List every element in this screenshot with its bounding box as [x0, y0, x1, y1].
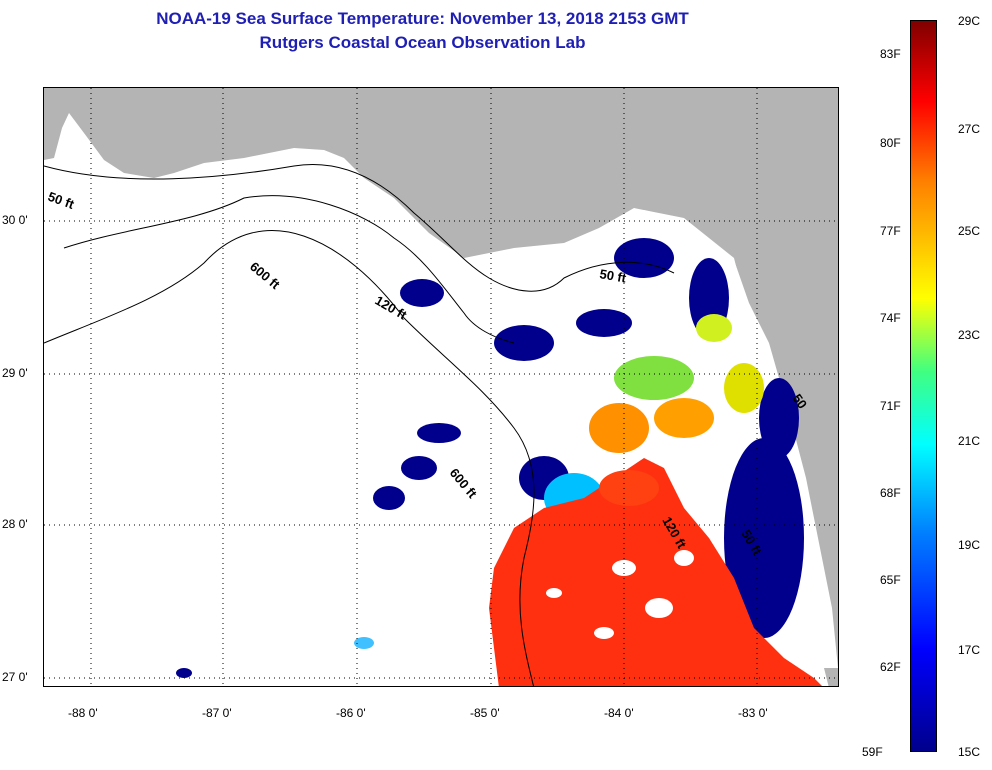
colorbar-c-label: 27C [958, 122, 981, 136]
lat-label: 28 0' [2, 517, 28, 531]
warm-water [489, 458, 822, 686]
colorbar-f-label: 83F [880, 47, 901, 61]
colorbar-c-label: 15C [958, 745, 981, 759]
cloud-gaps [546, 550, 694, 639]
contour-label: 50 ft [598, 266, 628, 286]
colorbar-c-label: 25C [958, 224, 981, 238]
graticule [44, 88, 838, 686]
colorbar-f-label: 80F [880, 136, 901, 150]
contour-label: 600 ft [247, 259, 283, 293]
colorbar-c-label: 23C [958, 328, 981, 342]
contour-label: 50 ft [46, 189, 77, 212]
lon-label: -88 0' [68, 706, 98, 720]
mid-temp-water [354, 314, 764, 649]
colorbar-c-label: 29C [958, 14, 981, 28]
lat-label: 29 0' [2, 366, 28, 380]
colorbar-c-label: 17C [958, 643, 981, 657]
colorbar-f-label: 65F [880, 573, 901, 587]
colorbar-c-label: 21C [958, 434, 981, 448]
colorbar-c-label: 19C [958, 538, 981, 552]
colorbar-f-label: 74F [880, 311, 901, 325]
map-title: NOAA-19 Sea Surface Temperature: Novembe… [156, 9, 689, 28]
lon-label: -84 0' [604, 706, 634, 720]
colorbar-f-label: 59F [862, 745, 883, 759]
contour-label: 50 [790, 391, 811, 411]
sst-map: 50 ft 600 ft 120 ft 50 ft 600 ft 120 ft … [43, 87, 839, 687]
colorbar-f-label: 71F [880, 399, 901, 413]
colorbar-f-label: 68F [880, 486, 901, 500]
warm-patch [599, 470, 659, 506]
colorbar-f-label: 62F [880, 660, 901, 674]
lon-label: -85 0' [470, 706, 500, 720]
lat-label: 30 0' [2, 213, 28, 227]
lon-label: -83 0' [738, 706, 768, 720]
colorbar-f-label: 77F [880, 224, 901, 238]
depth-contours [44, 164, 675, 686]
contour-label: 600 ft [447, 465, 481, 501]
lon-label: -86 0' [336, 706, 366, 720]
lon-label: -87 0' [202, 706, 232, 720]
map-subtitle: Rutgers Coastal Ocean Observation Lab [259, 33, 586, 52]
lat-label: 27 0' [2, 670, 28, 684]
temperature-colorbar [910, 20, 937, 752]
land-mass [44, 88, 838, 686]
